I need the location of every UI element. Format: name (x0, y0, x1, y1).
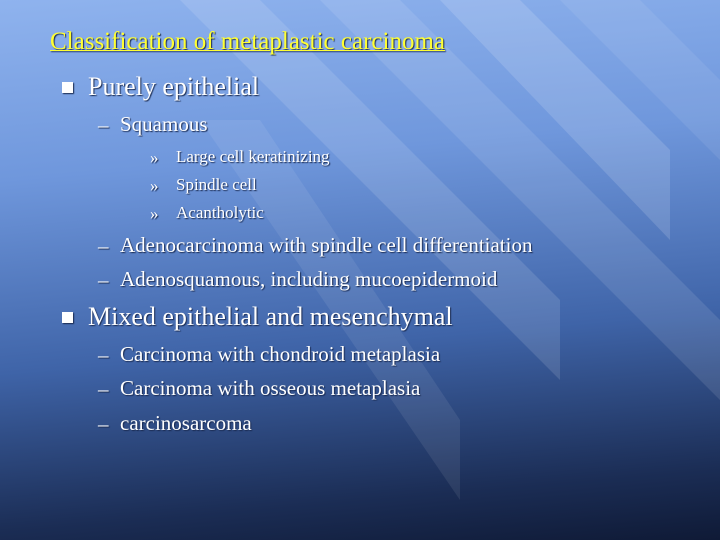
level2-item: Adenosquamous, including mucoepidermoid (120, 266, 498, 291)
bullet-square (62, 312, 73, 323)
bullet-marker: – (98, 267, 109, 292)
level3-item: Acantholytic (176, 202, 264, 222)
bullet-marker: – (98, 342, 109, 367)
bullet-marker: – (98, 112, 109, 137)
bullet-square (62, 82, 73, 93)
level3-item: Large cell keratinizing (176, 146, 330, 166)
level1-item: Purely epithelial (88, 72, 260, 101)
level1-item: Mixed epithelial and mesenchymal (88, 302, 453, 331)
bullet-marker: – (98, 411, 109, 436)
bullet-marker: » (150, 175, 159, 195)
bullet-marker: – (98, 233, 109, 258)
level2-item: Adenocarcinoma with spindle cell differe… (120, 232, 533, 257)
bullet-marker: – (98, 376, 109, 401)
bullet-marker: » (150, 203, 159, 223)
slide-title: Classification of metaplastic carcinoma (50, 28, 445, 55)
level2-item: Carcinoma with chondroid metaplasia (120, 341, 441, 366)
level2-item: Carcinoma with osseous metaplasia (120, 375, 421, 400)
level2-item: carcinosarcoma (120, 410, 252, 435)
level3-item: Spindle cell (176, 174, 257, 194)
level2-item: Squamous (120, 111, 208, 136)
bullet-marker: » (150, 147, 159, 167)
